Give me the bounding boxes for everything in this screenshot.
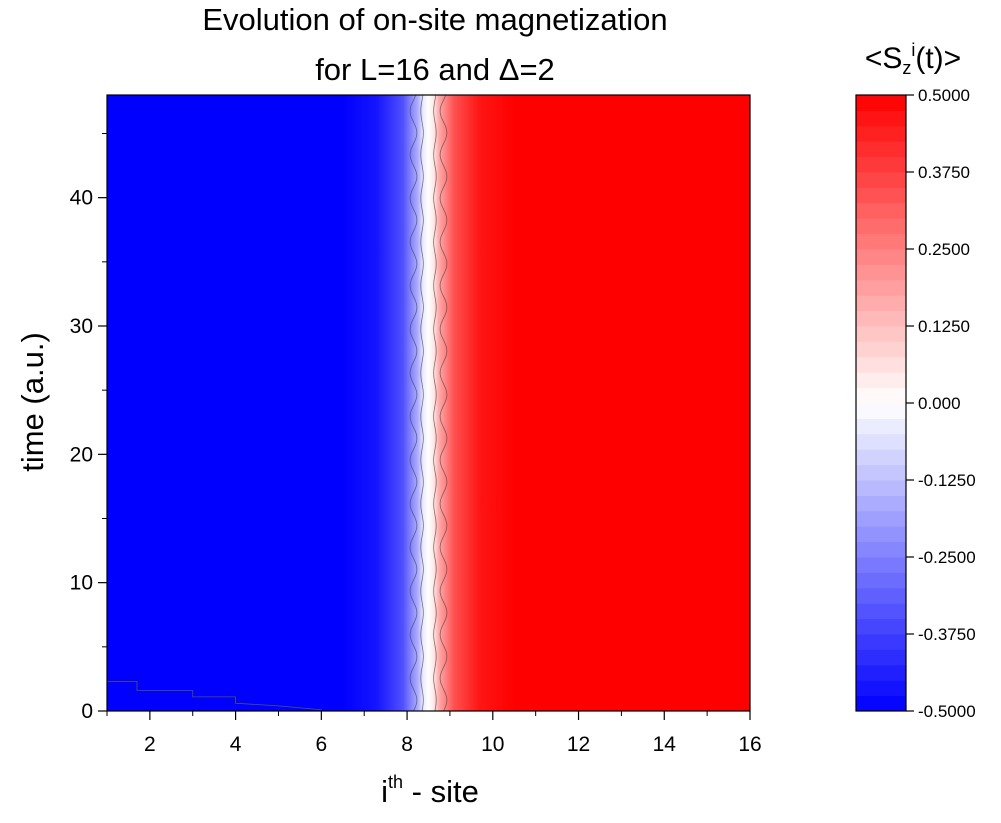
contour-line-right-outer (439, 94, 448, 712)
colorbar-tick-label: -0.2500 (918, 548, 976, 567)
colorbar-band (856, 279, 906, 296)
colorbar-title-sub: z (902, 58, 912, 78)
colorbar-band (856, 695, 906, 712)
colorbar-tick-label: -0.5000 (918, 702, 976, 721)
colorbar-band (856, 387, 906, 404)
colorbar-title-post: (t)> (915, 42, 962, 75)
colorbar-band (856, 603, 906, 620)
colorbar-band (856, 680, 906, 697)
colorbar-tick-label: 0.000 (918, 394, 961, 413)
colorbar-band (856, 202, 906, 219)
x-tick-label: 2 (144, 733, 156, 756)
colorbar-band (856, 326, 906, 342)
contour-line-right-inner (433, 94, 437, 712)
contour-line-left-outer (409, 94, 418, 712)
colorbar-band (856, 649, 906, 666)
colorbar-band (856, 187, 906, 204)
heatmap-domain-wall (342, 95, 515, 711)
chart-title-line1: Evolution of on-site magnetization (202, 2, 668, 37)
colorbar-band (856, 218, 906, 235)
colorbar-title-pre: <S (864, 42, 903, 75)
y-tick-label: 40 (70, 187, 93, 210)
y-tick-label: 0 (81, 700, 93, 723)
colorbar-band (856, 433, 906, 450)
colorbar-band (856, 141, 906, 158)
colorbar-band (856, 510, 906, 527)
colorbar-band (856, 356, 906, 373)
colorbar-tick-label: 0.5000 (918, 86, 970, 105)
colorbar-tick-label: 0.1250 (918, 317, 970, 336)
colorbar-band (856, 233, 906, 250)
x-tick-label: 8 (401, 733, 413, 756)
colorbar-band (856, 95, 906, 111)
x-tick-label: 16 (738, 733, 761, 756)
y-tick-label: 20 (70, 443, 93, 466)
colorbar-band (856, 372, 906, 389)
colorbar-band (856, 125, 906, 142)
x-axis-label-sup: th (388, 772, 404, 792)
colorbar-band (856, 172, 906, 188)
colorbar-band (856, 572, 906, 589)
colorbar-title: <Szi(t)> (818, 40, 1001, 79)
colorbar-tick-label: -0.3750 (918, 625, 976, 644)
colorbar-band (856, 664, 906, 681)
colorbar-tick-label: 0.3750 (918, 163, 970, 182)
colorbar-title-sup: i (911, 40, 916, 60)
y-tick-label: 10 (70, 572, 93, 595)
colorbar-band (856, 557, 906, 573)
colorbar-band (856, 418, 906, 435)
colorbar-band (856, 249, 906, 265)
colorbar-band (856, 264, 906, 281)
x-axis-label-base: i (381, 774, 389, 809)
chart-title-line2: for L=16 and Δ=2 (315, 52, 555, 87)
contour-line-bottom (107, 681, 322, 711)
colorbar-band (856, 618, 906, 635)
colorbar-tick-label: -0.1250 (918, 471, 976, 490)
colorbar-band (856, 449, 906, 466)
colorbar-tick-label: 0.2500 (918, 240, 970, 259)
x-tick-label: 4 (230, 733, 242, 756)
colorbar-band (856, 634, 906, 650)
contour-line-left-inner (420, 94, 424, 712)
colorbar-band (856, 403, 906, 419)
x-axis-label: ith - site (330, 772, 530, 810)
x-tick-label: 14 (653, 733, 677, 756)
colorbar-band (856, 587, 906, 604)
colorbar-band (856, 495, 906, 512)
y-tick-label: 30 (70, 315, 93, 338)
plot-frame (106, 94, 751, 712)
colorbar-band (856, 480, 906, 496)
colorbar-band (856, 464, 906, 481)
colorbar-band (856, 295, 906, 312)
x-tick-label: 12 (567, 733, 590, 756)
x-tick-label: 6 (315, 733, 327, 756)
x-axis-label-rest: - site (403, 774, 479, 809)
colorbar-band (856, 110, 906, 127)
x-tick-label: 10 (481, 733, 504, 756)
colorbar-band (856, 526, 906, 543)
colorbar-band (856, 156, 906, 173)
colorbar-band (856, 541, 906, 558)
colorbar-band (856, 310, 906, 327)
colorbar-band (856, 341, 906, 358)
